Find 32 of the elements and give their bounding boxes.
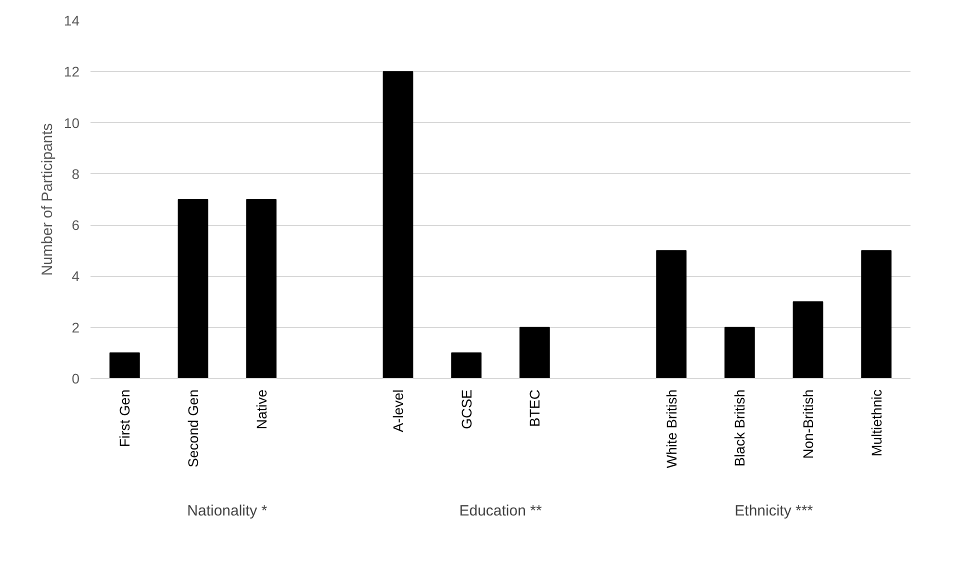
x-tick-label: Native [253, 389, 270, 430]
x-tick-label: Black British [732, 389, 748, 467]
y-tick-label: 8 [72, 166, 80, 182]
x-tick-label: White British [663, 389, 680, 468]
y-tick-label: 10 [64, 114, 80, 131]
y-tick-label: 6 [72, 217, 80, 234]
bar [451, 352, 482, 378]
y-tick-label: 2 [72, 319, 80, 336]
bar [382, 71, 414, 378]
bar [724, 326, 755, 378]
y-axis-title: Number of Participants [38, 123, 56, 276]
text: Nationality * [187, 502, 268, 520]
x-tick-label: Multiethnic [868, 389, 884, 456]
x-tick-label: BTEC [526, 389, 543, 427]
text: Ethnicity *** [734, 502, 814, 520]
bar [656, 250, 687, 378]
y-tick-label: 14 [64, 12, 80, 28]
x-tick-label: A-level [390, 389, 406, 432]
bar [519, 326, 550, 378]
y-tick-label: 4 [72, 268, 80, 284]
x-tick-label: GCSE [458, 389, 474, 430]
x-tick-label: First Gen [116, 389, 133, 448]
bar [792, 301, 824, 378]
x-tick-label: Second Gen [185, 389, 201, 468]
bar [246, 199, 277, 378]
bar [861, 250, 892, 378]
y-tick-label: 12 [64, 64, 80, 80]
bar [178, 199, 208, 378]
y-tick-label: 0 [72, 370, 80, 386]
bar [109, 352, 140, 378]
x-tick-label: Non-British [800, 389, 816, 459]
text: Education ** [459, 502, 542, 520]
